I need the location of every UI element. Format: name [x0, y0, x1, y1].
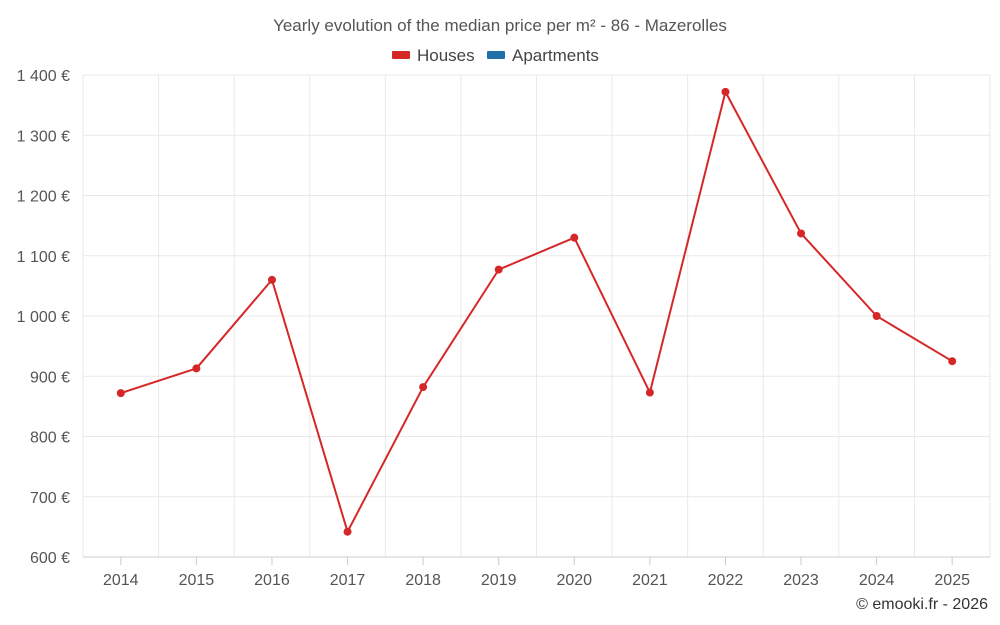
x-tick-label: 2021 [632, 572, 668, 589]
x-tick-label: 2023 [783, 572, 819, 589]
x-tick-label: 2018 [405, 572, 441, 589]
y-tick-label: 800 € [30, 430, 70, 447]
x-tick-label: 2019 [481, 572, 517, 589]
data-point-houses-2021[interactable] [645, 388, 654, 397]
y-tick-label: 1 000 € [17, 309, 70, 326]
data-point-houses-2015[interactable] [192, 364, 201, 373]
data-point-houses-2020[interactable] [570, 233, 579, 242]
x-tick-label: 2020 [556, 572, 592, 589]
series-line-houses [120, 90, 953, 533]
legend-swatch-apartments [487, 51, 505, 59]
grid [82, 74, 991, 557]
y-tick-label: 700 € [30, 490, 70, 507]
data-point-houses-2016[interactable] [267, 275, 276, 284]
data-point-houses-2022[interactable] [721, 87, 730, 96]
legend-item-houses[interactable]: Houses [392, 46, 475, 65]
data-point-houses-2023[interactable] [797, 229, 806, 238]
x-tick-label: 2014 [103, 572, 139, 589]
y-axis-ticks: 600 € 700 € 800 € 900 € 1 000 € 1 100 € 1 200 … [17, 68, 70, 567]
legend-label-houses: Houses [417, 46, 475, 65]
y-tick-label: 900 € [30, 369, 70, 386]
legend-item-apartments[interactable]: Apartments [487, 46, 599, 65]
y-tick-label: 1 400 € [17, 68, 70, 85]
chart-title: Yearly evolution of the median price per… [273, 16, 727, 35]
data-point-houses-2019[interactable] [494, 265, 503, 274]
x-tick-label: 2016 [254, 572, 290, 589]
x-tick-label: 2022 [708, 572, 744, 589]
x-tick-label: 2017 [330, 572, 366, 589]
data-point-houses-2018[interactable] [419, 383, 428, 392]
credit-text: © emooki.fr - 2026 [856, 596, 988, 613]
data-point-houses-2014[interactable] [116, 389, 125, 398]
y-tick-label: 1 300 € [17, 128, 70, 145]
legend-swatch-houses [392, 51, 410, 59]
y-tick-label: 600 € [30, 550, 70, 567]
data-point-houses-2024[interactable] [872, 312, 881, 320]
data-point-houses-2017[interactable] [343, 527, 352, 536]
y-tick-label: 1 200 € [17, 189, 70, 206]
series-houses [116, 87, 957, 536]
x-tick-label: 2025 [934, 572, 970, 589]
x-tick-label: 2015 [179, 572, 215, 589]
legend-label-apartments: Apartments [512, 46, 599, 65]
legend: Houses Apartments [392, 46, 599, 65]
data-point-houses-2025[interactable] [948, 357, 957, 366]
x-tick-label: 2024 [859, 572, 895, 589]
y-tick-label: 1 100 € [17, 249, 70, 266]
x-axis-ticks: 2014 2015 2016 2017 2018 2019 2020 2021 2022 2023… [103, 557, 970, 589]
